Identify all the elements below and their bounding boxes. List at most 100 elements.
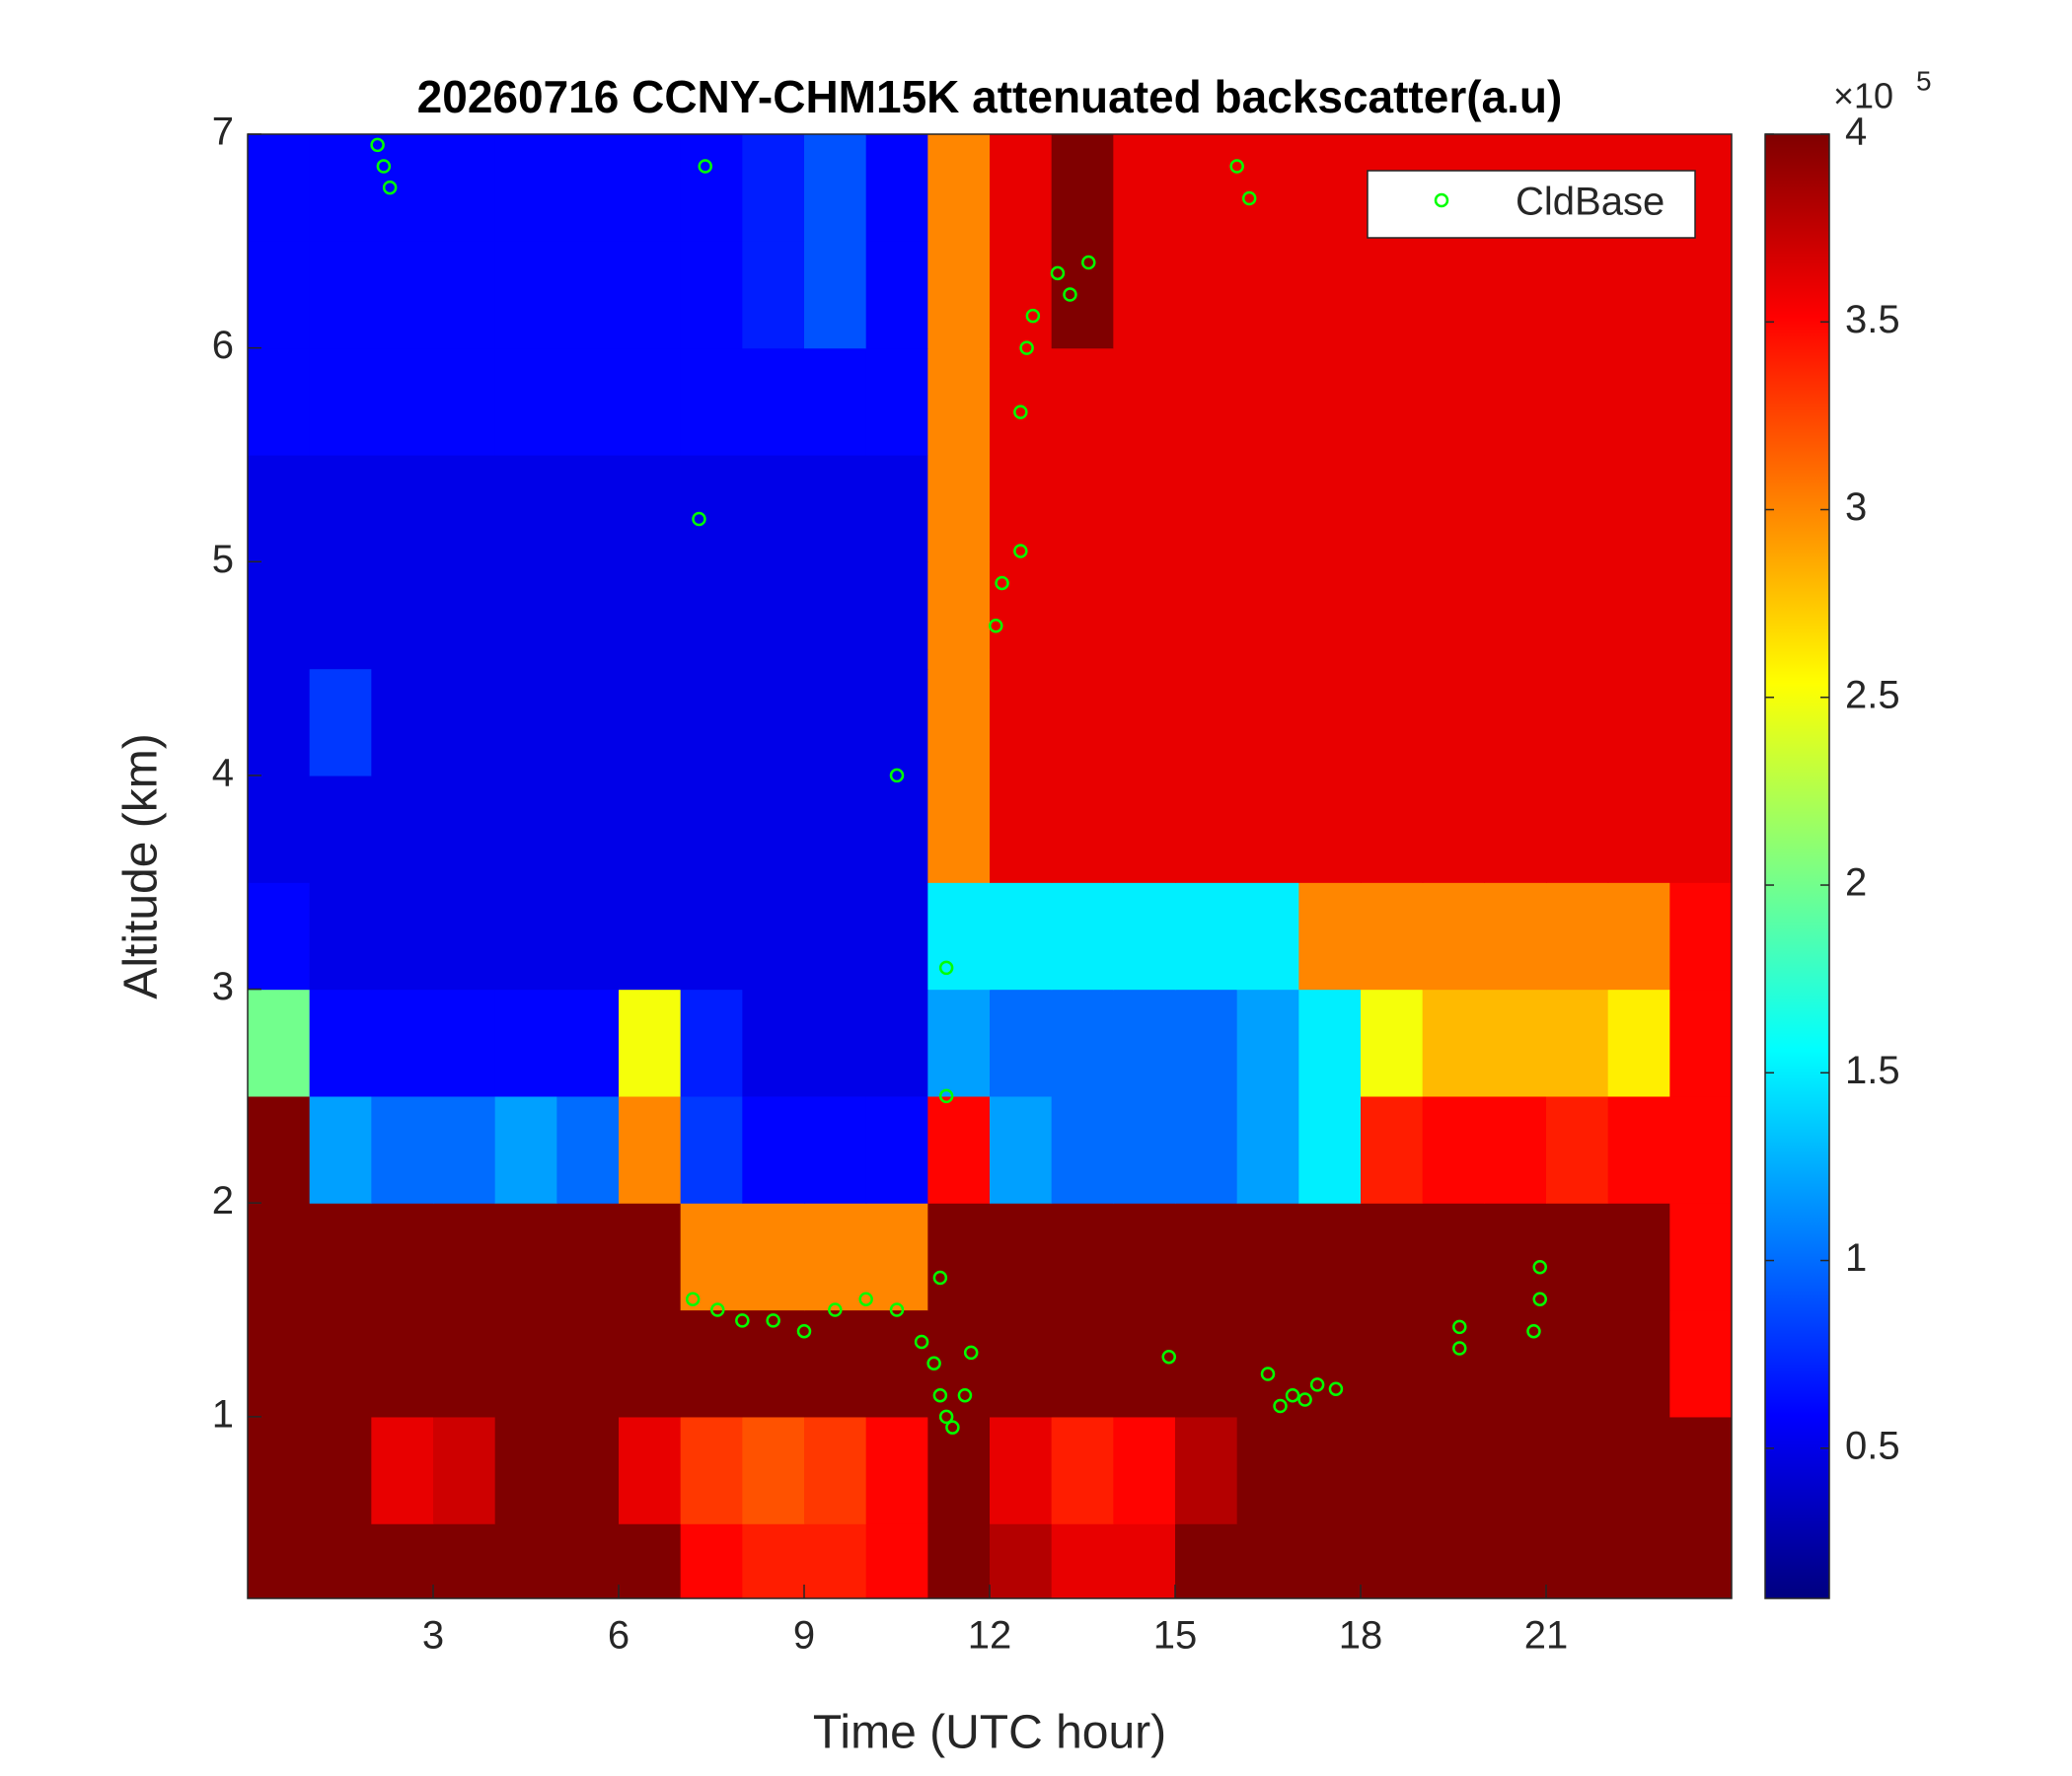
heatmap-cell <box>1546 775 1609 883</box>
heatmap-cell <box>990 882 1053 991</box>
heatmap-cell <box>1051 1203 1114 1311</box>
heatmap-cell <box>1113 668 1176 777</box>
x-tick-label: 9 <box>793 1614 815 1658</box>
heatmap-cell <box>1361 1095 1424 1204</box>
heatmap-cell <box>927 989 991 1097</box>
cloud-base-point <box>1025 308 1041 324</box>
heatmap-cell <box>494 668 557 777</box>
cloud-base-point <box>1229 159 1244 174</box>
heatmap-cell <box>1669 668 1732 777</box>
cloud-base-point <box>1532 1292 1547 1306</box>
heatmap-cell <box>309 1309 372 1418</box>
heatmap-cell <box>1361 668 1424 777</box>
heatmap-cell <box>865 454 928 562</box>
heatmap-cell <box>1298 1095 1362 1204</box>
heatmap-cell <box>1051 1416 1114 1524</box>
heatmap-cell <box>1422 882 1485 991</box>
x-tick-label: 21 <box>1524 1614 1569 1658</box>
cloud-base-point <box>926 1356 941 1370</box>
heatmap-cell <box>494 454 557 562</box>
heatmap-cell <box>1422 347 1485 456</box>
heatmap-cell <box>742 1203 805 1311</box>
heatmap-cell <box>1298 1203 1362 1311</box>
heatmap-cell <box>1669 775 1732 883</box>
heatmap-cell <box>865 775 928 883</box>
heatmap-cell <box>1236 668 1299 777</box>
heatmap-cell <box>680 775 743 883</box>
heatmap-cell <box>680 454 743 562</box>
heatmap-cell <box>865 1309 928 1418</box>
colorbar-exponent: 5 <box>1916 65 1932 96</box>
heatmap-cell <box>1113 347 1176 456</box>
cloud-base-point <box>889 768 905 783</box>
heatmap-cell <box>1669 241 1732 349</box>
heatmap-cell <box>927 347 991 456</box>
colorbar-tick-label: 3 <box>1845 485 1867 529</box>
heatmap-cell <box>556 882 620 991</box>
heatmap-cell <box>1298 347 1362 456</box>
heatmap-cell <box>1298 1416 1362 1524</box>
cloud-base-point <box>1273 1398 1288 1414</box>
cloud-base-point <box>370 137 385 153</box>
heatmap-cell <box>619 561 682 670</box>
heatmap-cell <box>680 347 743 456</box>
heatmap-cell <box>1484 561 1547 670</box>
heatmap-cell <box>433 561 496 670</box>
heatmap-cell <box>1175 1416 1238 1524</box>
heatmap-cell <box>680 561 743 670</box>
heatmap-cell <box>990 1203 1053 1311</box>
heatmap-cell <box>494 1095 557 1204</box>
cloud-base-point <box>1241 190 1257 206</box>
cloud-base-point <box>938 1409 954 1425</box>
heatmap-cell <box>371 1203 434 1311</box>
heatmap-cell <box>742 668 805 777</box>
heatmap-cell <box>742 775 805 883</box>
heatmap-cell <box>248 1416 311 1524</box>
heatmap-cell <box>804 347 867 456</box>
cloud-base-point <box>376 159 392 174</box>
heatmap-cell <box>1236 1203 1299 1311</box>
heatmap-cell <box>309 561 372 670</box>
heatmap-cell <box>804 561 867 670</box>
cloud-base-point <box>1328 1381 1344 1396</box>
heatmap-cell <box>680 1309 743 1418</box>
cloud-base-point <box>1532 1259 1547 1275</box>
heatmap-cell <box>556 454 620 562</box>
heatmap-cell <box>1422 454 1485 562</box>
heatmap-cell <box>556 1416 620 1524</box>
heatmap-cell <box>494 561 557 670</box>
y-tick-label: 1 <box>212 1392 234 1436</box>
heatmap-cell <box>371 1523 434 1598</box>
heatmap-cell <box>1298 1309 1362 1418</box>
heatmap-cell <box>1298 241 1362 349</box>
heatmap-cell <box>927 1523 991 1598</box>
heatmap-cell <box>1236 347 1299 456</box>
heatmap-cell <box>1361 1416 1424 1524</box>
heatmap-cell <box>433 668 496 777</box>
heatmap-cell <box>433 989 496 1097</box>
heatmap-cell <box>990 241 1053 349</box>
heatmap-cell <box>865 989 928 1097</box>
cloud-base-point <box>382 180 398 195</box>
cloud-base-point <box>858 1292 873 1306</box>
heatmap-cell <box>1669 1309 1732 1418</box>
heatmap-cell <box>1175 134 1238 242</box>
heatmap-cell <box>1236 454 1299 562</box>
cloud-base-point <box>692 511 706 527</box>
heatmap-cell <box>742 134 805 242</box>
heatmap-cell <box>1422 561 1485 670</box>
heatmap-cell <box>494 1416 557 1524</box>
heatmap-cell <box>804 1523 867 1598</box>
heatmap-cell <box>804 1203 867 1311</box>
heatmap-cell <box>742 1309 805 1418</box>
heatmap-cell <box>371 1095 434 1204</box>
heatmap-cell <box>1113 775 1176 883</box>
overlay: 3 6 9 12 15 18 211234567CldBase0.511.522.533.5… <box>212 65 1932 1657</box>
heatmap-cell <box>804 1416 867 1524</box>
heatmap-cell <box>1298 882 1362 991</box>
heatmap-cell <box>309 241 372 349</box>
heatmap-cell <box>619 241 682 349</box>
x-tick-label: 6 <box>608 1614 629 1658</box>
heatmap-cell <box>1484 454 1547 562</box>
